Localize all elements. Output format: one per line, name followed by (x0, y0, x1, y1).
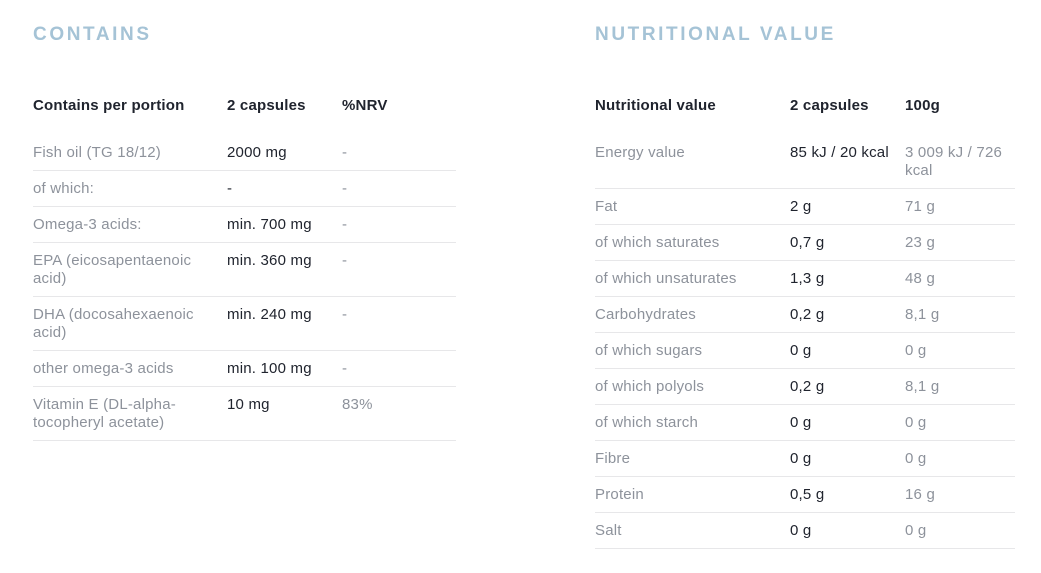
contains-table-body: Fish oil (TG 18/12) 2000 mg - of which: - - Om… (33, 135, 456, 441)
row-value-secondary: 23 g (905, 234, 935, 251)
nutritional-table-body: Energy value 85 kJ / 20 kcal 3 009 kJ / 72… (595, 135, 1015, 549)
contains-header-capsules: 2 capsules (227, 97, 306, 114)
row-value-secondary: 48 g (905, 270, 935, 287)
table-row: of which sugars 0 g 0 g (595, 333, 1015, 369)
row-label: DHA (docosahexaenoic acid) (33, 306, 194, 341)
row-label: of which starch (595, 414, 699, 431)
table-row: Protein 0,5 g 16 g (595, 477, 1015, 513)
row-value-capsules: 2000 mg (227, 144, 287, 161)
row-value-secondary: 8,1 g (905, 378, 940, 395)
row-label: Fish oil (TG 18/12) (33, 144, 162, 161)
row-label: of which unsaturates (595, 270, 737, 287)
row-value-capsules: 0,2 g (790, 306, 825, 323)
row-value-secondary: 83% (342, 396, 373, 413)
row-value-secondary: 71 g (905, 198, 935, 215)
nutritional-header-capsules: 2 capsules (790, 97, 869, 114)
row-label: Protein (595, 486, 644, 503)
table-row: Energy value 85 kJ / 20 kcal 3 009 kJ / 72… (595, 135, 1015, 189)
contains-header-label: Contains per portion (33, 97, 185, 114)
table-row: Omega-3 acids: min. 700 mg - (33, 207, 456, 243)
row-value-secondary: 0 g (905, 522, 927, 539)
row-label: Fat (595, 198, 618, 215)
row-value-capsules: 1,3 g (790, 270, 825, 287)
row-label: Vitamin E (DL-alpha-tocopheryl acetate) (33, 396, 176, 431)
table-row: of which saturates 0,7 g 23 g (595, 225, 1015, 261)
row-label: Omega-3 acids: (33, 216, 142, 233)
row-value-capsules: 0 g (790, 342, 812, 359)
row-label: Carbohydrates (595, 306, 696, 323)
contains-table-header: Contains per portion 2 capsules %NRV (33, 97, 456, 115)
row-label: other omega-3 acids (33, 360, 174, 377)
row-value-secondary: - (342, 252, 348, 269)
nutritional-section-title: NUTRITIONAL VALUE (595, 24, 836, 45)
row-value-capsules: min. 360 mg (227, 252, 312, 269)
contains-header-nrv: %NRV (342, 97, 388, 114)
row-label: Fibre (595, 450, 631, 467)
row-value-capsules: min. 700 mg (227, 216, 312, 233)
row-value-secondary: - (342, 306, 348, 323)
row-value-capsules: 85 kJ / 20 kcal (790, 144, 889, 161)
row-value-capsules: 2 g (790, 198, 812, 215)
row-value-capsules: min. 240 mg (227, 306, 312, 323)
row-value-capsules: 10 mg (227, 396, 270, 413)
row-value-capsules: 0,2 g (790, 378, 825, 395)
row-label: Salt (595, 522, 622, 539)
nutritional-value-section: NUTRITIONAL VALUE Nutritional value 2 ca… (595, 25, 1015, 549)
table-row: DHA (docosahexaenoic acid) min. 240 mg - (33, 297, 456, 351)
table-row: of which polyols 0,2 g 8,1 g (595, 369, 1015, 405)
contains-section-title: CONTAINS (33, 24, 152, 45)
table-row: Salt 0 g 0 g (595, 513, 1015, 549)
row-value-secondary: 0 g (905, 414, 927, 431)
row-label: Energy value (595, 144, 685, 161)
row-label: EPA (eicosapentaenoic acid) (33, 252, 192, 287)
row-value-secondary: 8,1 g (905, 306, 940, 323)
row-value-secondary: - (342, 180, 348, 197)
row-value-secondary: 16 g (905, 486, 935, 503)
nutritional-header-100g: 100g (905, 97, 940, 114)
row-value-capsules: - (227, 180, 233, 197)
table-row: of which: - - (33, 171, 456, 207)
row-value-secondary: - (342, 360, 348, 377)
nutritional-header-label: Nutritional value (595, 97, 716, 114)
row-label: of which polyols (595, 378, 705, 395)
table-row: EPA (eicosapentaenoic acid) min. 360 mg - (33, 243, 456, 297)
row-value-secondary: - (342, 216, 348, 233)
row-value-secondary: 0 g (905, 342, 927, 359)
row-value-capsules: min. 100 mg (227, 360, 312, 377)
row-label: of which sugars (595, 342, 703, 359)
table-row: of which starch 0 g 0 g (595, 405, 1015, 441)
table-row: of which unsaturates 1,3 g 48 g (595, 261, 1015, 297)
row-label: of which: (33, 180, 94, 197)
table-row: other omega-3 acids min. 100 mg - (33, 351, 456, 387)
table-row: Fibre 0 g 0 g (595, 441, 1015, 477)
row-value-secondary: 0 g (905, 450, 927, 467)
contains-section: CONTAINS Contains per portion 2 capsules… (33, 25, 456, 441)
row-label: of which saturates (595, 234, 720, 251)
row-value-capsules: 0,5 g (790, 486, 825, 503)
row-value-secondary: - (342, 144, 348, 161)
row-value-secondary: 3 009 kJ / 726 kcal (905, 144, 1003, 179)
row-value-capsules: 0 g (790, 450, 812, 467)
row-value-capsules: 0 g (790, 414, 812, 431)
table-row: Vitamin E (DL-alpha-tocopheryl acetate) 1… (33, 387, 456, 441)
table-row: Fish oil (TG 18/12) 2000 mg - (33, 135, 456, 171)
nutritional-table-header: Nutritional value 2 capsules 100g (595, 97, 1015, 115)
row-value-capsules: 0 g (790, 522, 812, 539)
table-row: Carbohydrates 0,2 g 8,1 g (595, 297, 1015, 333)
row-value-capsules: 0,7 g (790, 234, 825, 251)
table-row: Fat 2 g 71 g (595, 189, 1015, 225)
